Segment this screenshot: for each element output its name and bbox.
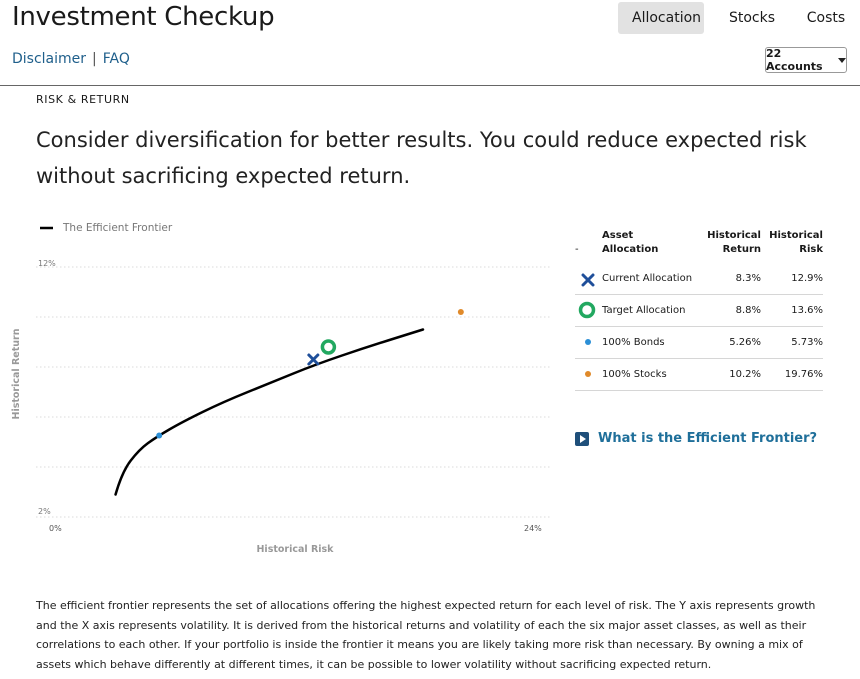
row-return: 10.2%: [729, 369, 761, 380]
y-tick-label: 2%: [38, 507, 51, 516]
header-divider: [0, 85, 860, 86]
orange-dot-icon: [585, 371, 591, 377]
tab-bar: Allocation Stocks Costs: [610, 2, 860, 34]
blue-dot-icon: [585, 339, 591, 345]
row-name: Current Allocation: [602, 273, 693, 284]
point-100-bonds: [156, 432, 163, 439]
y-axis-label: Historical Return: [11, 328, 22, 419]
header-dash: -: [575, 244, 579, 255]
legend-label: The Efficient Frontier: [62, 222, 173, 234]
table-header: - Asset Allocation Historical Return His…: [575, 229, 823, 263]
table-row: Current Allocation 8.3% 12.9%: [575, 263, 823, 295]
x-tick-label: 0%: [49, 524, 62, 533]
row-name: 100% Stocks: [602, 369, 667, 380]
point-100-stocks: [457, 309, 464, 315]
row-return: 8.8%: [735, 305, 761, 316]
header-historical-return: Historical Return: [707, 230, 761, 255]
row-name: Target Allocation: [602, 305, 686, 316]
row-return: 5.26%: [729, 337, 761, 348]
header-historical-risk: Historical Risk: [769, 230, 823, 255]
row-risk: 13.6%: [791, 305, 823, 316]
accounts-dropdown-label: 22 Accounts: [766, 47, 823, 73]
row-return: 8.3%: [735, 273, 761, 284]
faq-link[interactable]: FAQ: [102, 51, 130, 67]
efficient-frontier-link[interactable]: What is the Efficient Frontier?: [575, 431, 817, 446]
row-risk: 5.73%: [791, 337, 823, 348]
tab-stocks[interactable]: Stocks: [728, 10, 776, 26]
play-icon: [575, 431, 589, 446]
chart-svg: The Efficient Frontier 12% 2% 0% 24% Historic…: [11, 222, 552, 555]
table-row: 100% Stocks 10.2% 19.76%: [575, 359, 823, 391]
point-current-allocation: [307, 353, 320, 366]
header-asset-allocation: Asset Allocation: [602, 230, 659, 255]
app-title: Investment Checkup: [12, 2, 275, 32]
header-links: Disclaimer | FAQ: [12, 51, 130, 67]
disclaimer-link[interactable]: Disclaimer: [12, 51, 87, 67]
row-risk: 12.9%: [791, 273, 823, 284]
x-tick-label: 24%: [524, 524, 542, 533]
x-marker-icon: [581, 273, 595, 287]
tab-allocation[interactable]: Allocation: [618, 2, 704, 34]
headline: Consider diversification for better resu…: [36, 128, 807, 188]
table-row: Target Allocation 8.8% 13.6%: [575, 295, 823, 327]
tab-costs[interactable]: Costs: [806, 10, 846, 26]
accounts-dropdown[interactable]: 22 Accounts: [765, 47, 847, 73]
description-text: The efficient frontier represents the se…: [36, 599, 816, 671]
x-axis-label: Historical Risk: [256, 544, 334, 555]
table-row: 100% Bonds 5.26% 5.73%: [575, 327, 823, 359]
caret-down-icon: [838, 57, 846, 63]
efficient-frontier-chart: The Efficient Frontier 12% 2% 0% 24% Historic…: [0, 210, 570, 560]
efficient-frontier-line: [114, 328, 425, 496]
efficient-frontier-link-label: What is the Efficient Frontier?: [598, 431, 818, 446]
allocation-table: - Asset Allocation Historical Return His…: [575, 229, 823, 391]
point-target-allocation: [320, 339, 337, 355]
link-separator: |: [92, 51, 97, 67]
y-tick-label: 12%: [38, 259, 56, 268]
row-name: 100% Bonds: [602, 337, 665, 348]
ring-marker-icon: [578, 301, 596, 319]
section-label: RISK & RETURN: [36, 93, 130, 106]
row-risk: 19.76%: [784, 369, 823, 380]
